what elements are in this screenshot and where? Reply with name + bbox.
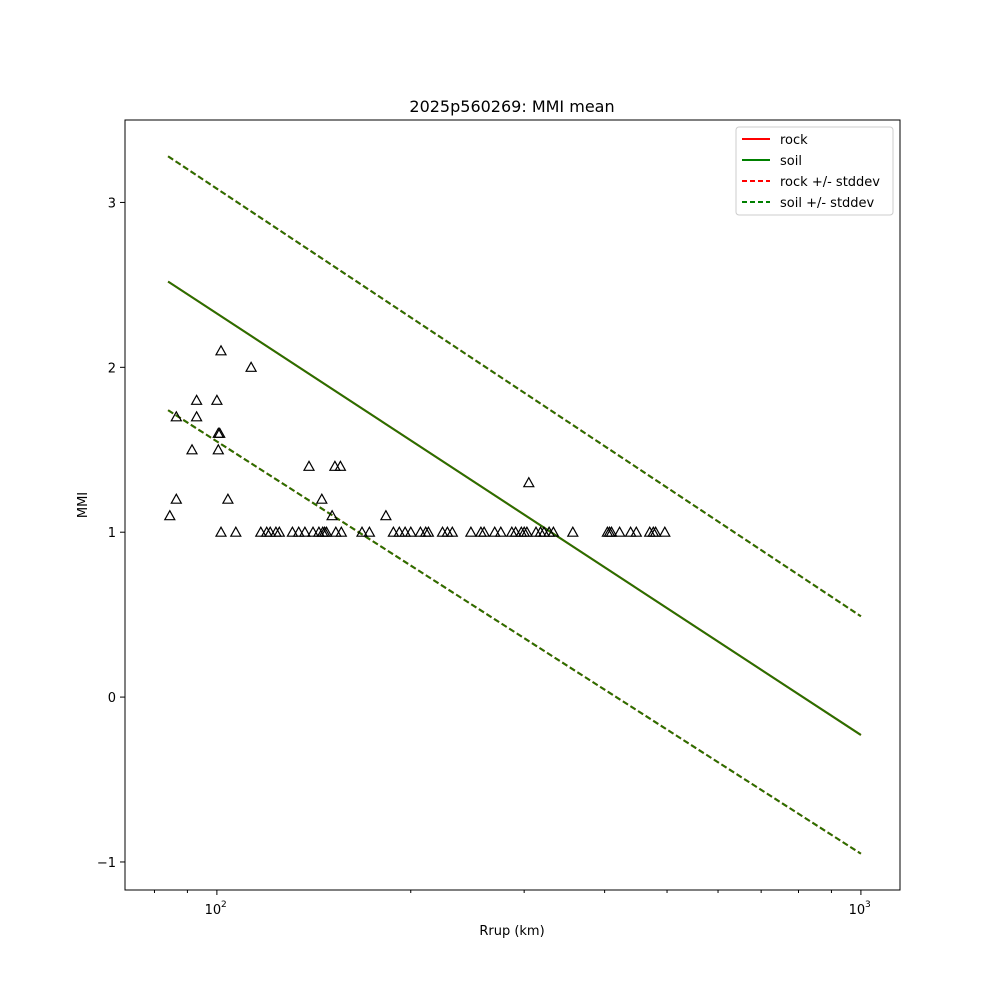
legend-label: soil +/- stddev xyxy=(780,196,875,211)
data-point xyxy=(422,525,435,537)
data-point xyxy=(214,525,228,537)
data-point xyxy=(605,525,618,537)
y-tick-label: −1 xyxy=(97,856,116,871)
data-point xyxy=(446,525,459,537)
data-point xyxy=(464,525,477,537)
series-line-soil-stddev-4 xyxy=(167,155,862,618)
legend-box xyxy=(735,126,894,216)
data-point xyxy=(613,525,626,537)
data-point xyxy=(264,525,277,537)
data-point xyxy=(245,361,258,372)
data-point xyxy=(363,525,376,537)
data-point xyxy=(292,525,305,537)
data-point xyxy=(334,460,347,471)
x-tick-exponent: 3 xyxy=(865,900,871,910)
data-point xyxy=(658,525,671,537)
x-axis-label: Rrup (km) xyxy=(479,924,544,939)
data-point xyxy=(404,525,417,537)
data-point xyxy=(379,509,392,521)
series-line-soil-3 xyxy=(167,280,862,736)
data-point xyxy=(320,525,333,537)
x-tick-exponent: 2 xyxy=(221,900,227,910)
data-point xyxy=(185,443,199,455)
y-tick-label: 2 xyxy=(108,361,116,376)
points-layer xyxy=(163,344,671,537)
data-point xyxy=(306,525,320,537)
chart-title: 2025p560269: MMI mean xyxy=(409,97,614,116)
data-point xyxy=(213,427,226,438)
x-axis-ticks: 10 2 10 3 xyxy=(153,890,871,918)
data-point xyxy=(335,525,348,537)
data-point xyxy=(630,525,643,537)
data-point xyxy=(190,394,203,405)
data-point xyxy=(355,525,369,537)
data-point xyxy=(566,525,579,537)
data-point xyxy=(170,410,183,422)
series-line-soil-stddev-5 xyxy=(167,409,862,855)
data-point xyxy=(488,525,501,537)
y-axis-label: MMI xyxy=(76,492,91,518)
data-point xyxy=(520,525,533,537)
data-point xyxy=(387,525,400,537)
data-point xyxy=(190,410,203,422)
data-point xyxy=(273,525,286,537)
x-tick-label: 10 xyxy=(205,903,222,918)
data-point xyxy=(315,492,328,504)
data-point xyxy=(210,394,223,405)
data-point xyxy=(163,509,176,521)
y-tick-label: 0 xyxy=(108,691,116,706)
lines-layer xyxy=(167,155,862,855)
data-point xyxy=(254,525,267,537)
legend: rock soil rock +/- stddev soil +/- stddev xyxy=(735,126,894,216)
data-point xyxy=(221,492,234,504)
data-point xyxy=(509,525,522,537)
data-point xyxy=(170,492,183,504)
data-point xyxy=(298,525,311,537)
data-point xyxy=(326,509,339,521)
y-tick-label: 1 xyxy=(108,526,116,541)
legend-label: rock xyxy=(780,133,808,148)
legend-label: rock +/- stddev xyxy=(780,175,880,190)
data-point xyxy=(649,525,662,537)
x-tick-label: 10 xyxy=(849,903,866,918)
data-point xyxy=(478,525,491,537)
data-point xyxy=(286,525,299,537)
plot-frame xyxy=(124,119,901,891)
data-point xyxy=(229,525,242,537)
data-point xyxy=(302,460,316,471)
data-point xyxy=(399,525,412,537)
data-point xyxy=(522,476,535,488)
y-tick-label: 3 xyxy=(108,196,116,211)
data-point xyxy=(494,525,507,537)
data-point xyxy=(547,525,560,537)
data-point xyxy=(393,525,406,537)
data-point xyxy=(624,525,637,537)
y-axis-ticks: −1 0 1 2 3 xyxy=(97,196,125,871)
data-point xyxy=(212,443,225,455)
data-point xyxy=(214,344,228,356)
legend-label: soil xyxy=(780,154,802,169)
